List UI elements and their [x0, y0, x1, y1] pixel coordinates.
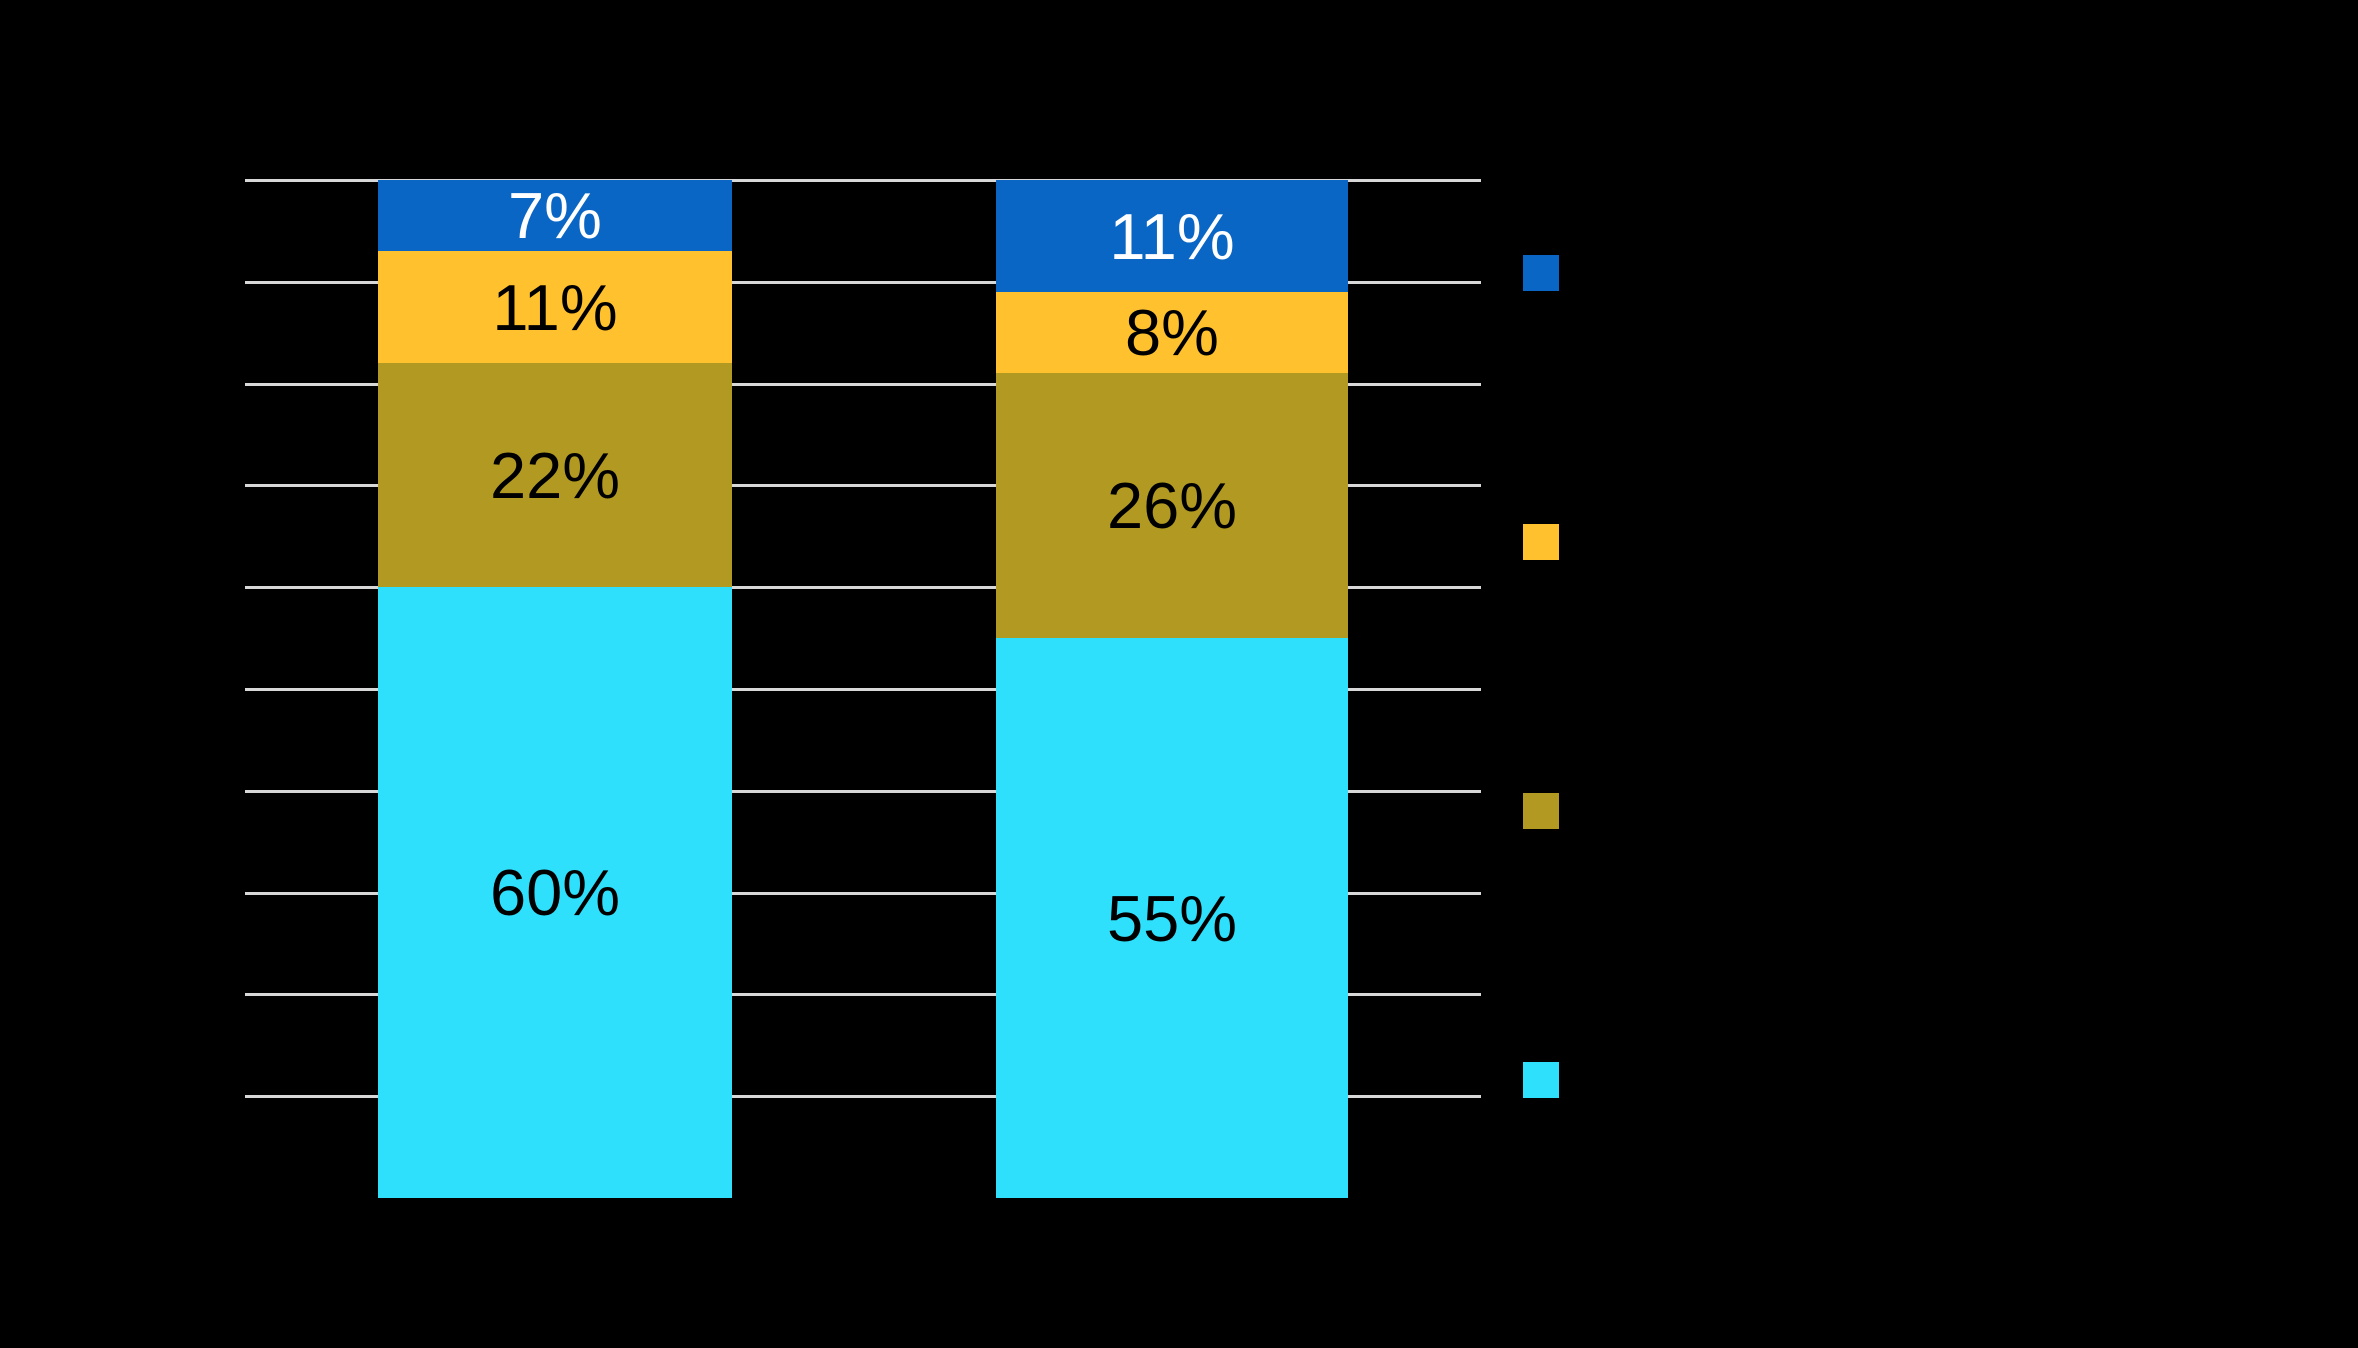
- gridline: [245, 383, 1481, 386]
- legend-swatch: [1523, 255, 1559, 291]
- gridline: [245, 484, 1481, 487]
- gridline: [245, 1095, 1481, 1098]
- legend-swatch: [1523, 793, 1559, 829]
- bar-segment: 7%: [378, 180, 732, 251]
- bar-segment-label: 8%: [1125, 296, 1219, 369]
- gridline: [245, 586, 1481, 589]
- bar-segment-label: 7%: [508, 179, 602, 252]
- legend-swatch: [1523, 1062, 1559, 1098]
- gridline: [245, 993, 1481, 996]
- bar-segment: 11%: [378, 251, 732, 363]
- gridline: [245, 179, 1481, 182]
- bar-segment-label: 11%: [1109, 199, 1235, 273]
- gridline: [245, 688, 1481, 691]
- bar-segment-label: 60%: [489, 856, 621, 929]
- bar-segment-label: 55%: [1106, 881, 1238, 955]
- bar-segment: 55%: [996, 638, 1348, 1198]
- bar-segment: 60%: [378, 587, 732, 1198]
- bar-segment: 11%: [996, 180, 1348, 292]
- gridline: [245, 892, 1481, 895]
- bar-segment: 22%: [378, 363, 732, 587]
- bar-segment-label: 26%: [1106, 469, 1238, 542]
- gridline: [245, 790, 1481, 793]
- bar-segment-label: 11%: [492, 270, 618, 344]
- bar-segment-label: 22%: [489, 438, 621, 512]
- bar-segment: 26%: [996, 373, 1348, 638]
- gridline: [245, 281, 1481, 284]
- bar-segment: 8%: [996, 292, 1348, 373]
- legend-swatch: [1523, 524, 1559, 560]
